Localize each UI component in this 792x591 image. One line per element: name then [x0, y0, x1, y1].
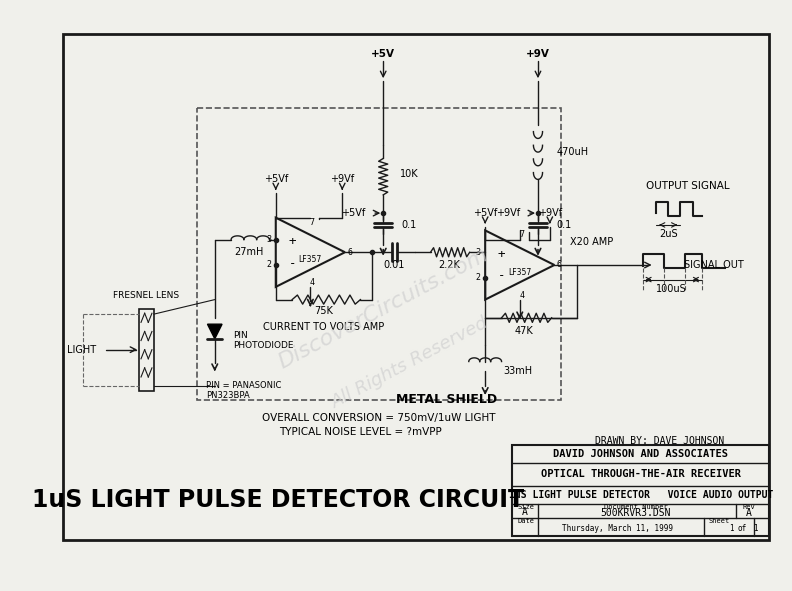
Text: CURRENT TO VOLTS AMP: CURRENT TO VOLTS AMP — [264, 322, 385, 332]
Polygon shape — [208, 324, 222, 339]
Polygon shape — [485, 230, 554, 300]
Text: 3: 3 — [266, 235, 271, 244]
Text: 4: 4 — [310, 278, 314, 287]
Text: LF357: LF357 — [508, 268, 531, 277]
Text: Rev: Rev — [743, 504, 756, 510]
Text: 2: 2 — [475, 273, 481, 282]
Text: 47K: 47K — [515, 326, 534, 336]
Text: 4: 4 — [519, 291, 524, 300]
Text: PIN = PANASONIC
PN323BPA: PIN = PANASONIC PN323BPA — [206, 381, 281, 400]
Text: FRESNEL LENS: FRESNEL LENS — [113, 291, 180, 300]
Text: DAVID JOHNSON AND ASSOCIATES: DAVID JOHNSON AND ASSOCIATES — [554, 449, 729, 459]
Text: +9Vf: +9Vf — [330, 174, 354, 184]
Text: OVERALL CONVERSION = 750mV/1uW LIGHT: OVERALL CONVERSION = 750mV/1uW LIGHT — [262, 413, 496, 423]
Text: 0.01: 0.01 — [383, 260, 405, 270]
Bar — [196, 108, 561, 400]
Text: 2: 2 — [266, 261, 271, 269]
Text: 33mH: 33mH — [504, 366, 532, 376]
Text: Date: Date — [517, 518, 534, 524]
Text: 75K: 75K — [314, 306, 333, 316]
Text: Sheet: Sheet — [708, 518, 729, 524]
Text: 100uS: 100uS — [657, 284, 687, 294]
Text: SIGNAL OUT: SIGNAL OUT — [683, 260, 744, 270]
Text: OPTICAL THROUGH-THE-AIR RECEIVER: OPTICAL THROUGH-THE-AIR RECEIVER — [541, 469, 741, 479]
Text: +: + — [498, 248, 505, 261]
Text: METAL SHIELD: METAL SHIELD — [396, 393, 497, 406]
Text: 500KRVR3.DSN: 500KRVR3.DSN — [600, 508, 671, 518]
Text: -: - — [498, 269, 505, 282]
Text: Size: Size — [517, 504, 534, 510]
Text: -: - — [288, 256, 296, 269]
Text: Document Number: Document Number — [604, 504, 668, 510]
Text: +5Vf: +5Vf — [473, 208, 497, 218]
Text: +5Vf: +5Vf — [341, 208, 365, 218]
Text: +9V: +9V — [526, 49, 550, 59]
Text: 6: 6 — [347, 248, 352, 256]
Text: 1uS LIGHT PULSE DETECTOR   VOICE AUDIO OUTPUT: 1uS LIGHT PULSE DETECTOR VOICE AUDIO OUT… — [508, 491, 773, 501]
Text: 1: 1 — [753, 524, 758, 532]
Bar — [512, 445, 769, 536]
Text: DRAWN BY: DAVE JOHNSON: DRAWN BY: DAVE JOHNSON — [596, 436, 725, 446]
Text: 1: 1 — [729, 524, 733, 532]
Text: +9Vf: +9Vf — [496, 208, 520, 218]
Text: 0.1: 0.1 — [402, 220, 417, 230]
Text: +5V: +5V — [371, 49, 395, 59]
Text: +5Vf: +5Vf — [264, 174, 287, 184]
Text: OUTPUT SIGNAL: OUTPUT SIGNAL — [646, 181, 730, 191]
Text: 7: 7 — [310, 217, 314, 227]
Text: +9Vf: +9Vf — [538, 208, 562, 218]
Text: All Rights Reserved: All Rights Reserved — [329, 314, 492, 413]
Polygon shape — [276, 217, 345, 287]
Text: LIGHT: LIGHT — [67, 345, 97, 355]
Text: 470uH: 470uH — [556, 147, 588, 157]
Text: A: A — [522, 506, 528, 517]
Text: +: + — [288, 235, 296, 248]
Text: 2uS: 2uS — [659, 229, 677, 239]
Text: X20 AMP: X20 AMP — [570, 237, 613, 247]
Text: 0.1: 0.1 — [556, 220, 572, 230]
Text: 1uS LIGHT PULSE DETECTOR CIRCUIT: 1uS LIGHT PULSE DETECTOR CIRCUIT — [32, 488, 524, 512]
Text: 27mH: 27mH — [234, 247, 264, 257]
Text: A: A — [746, 508, 752, 518]
Bar — [139, 309, 154, 391]
Text: 7: 7 — [519, 230, 524, 239]
Text: Thursday, March 11, 1999: Thursday, March 11, 1999 — [562, 524, 672, 532]
Text: 2.2K: 2.2K — [439, 260, 461, 270]
Text: TYPICAL NOISE LEVEL = ?mVPP: TYPICAL NOISE LEVEL = ?mVPP — [279, 427, 442, 437]
Text: LF357: LF357 — [299, 255, 322, 264]
Text: PIN
PHOTODIODE: PIN PHOTODIODE — [233, 331, 294, 350]
Text: 10K: 10K — [400, 169, 418, 179]
Text: 3: 3 — [475, 248, 481, 256]
Text: of: of — [737, 524, 747, 532]
Text: DiscoverCircuits.com: DiscoverCircuits.com — [275, 245, 492, 373]
Text: 6: 6 — [557, 261, 562, 269]
